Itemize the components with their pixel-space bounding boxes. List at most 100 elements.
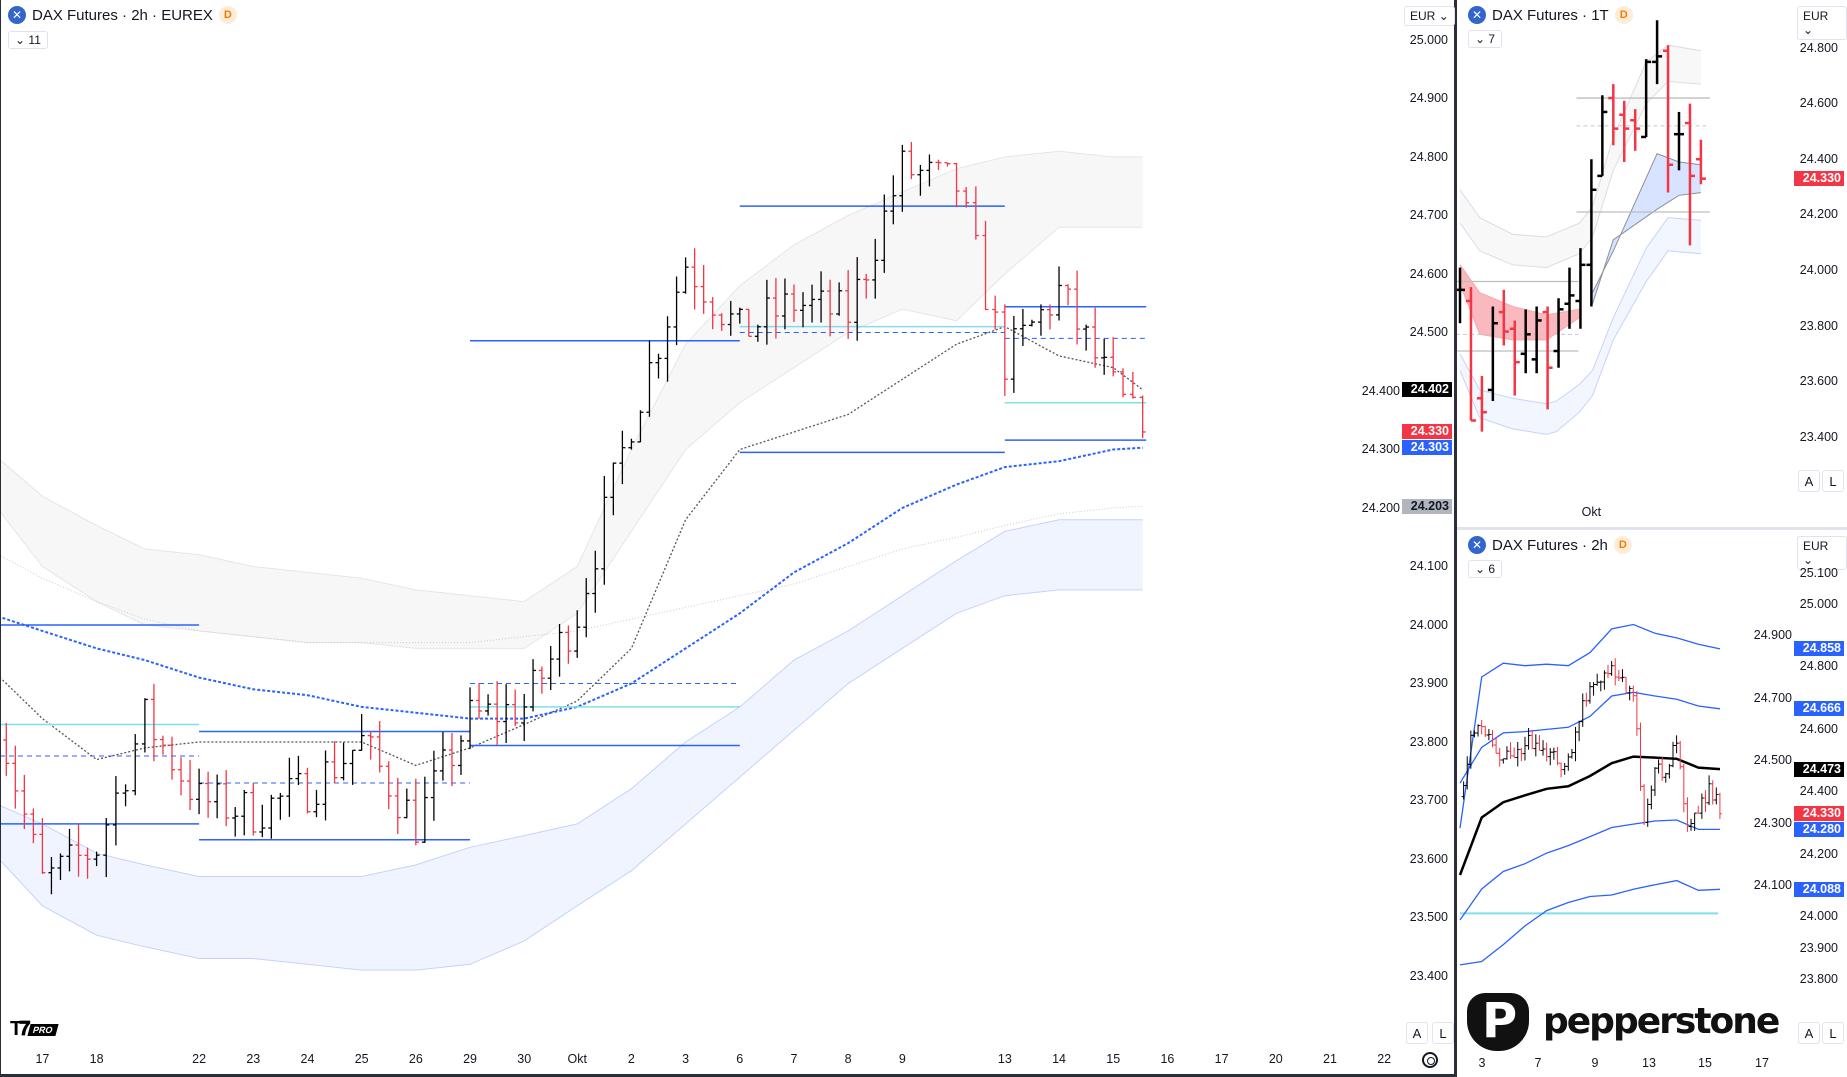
- time-axis-tick: Okt: [1581, 505, 1602, 519]
- left-border: [0, 0, 1, 1077]
- channel-lower-1: [1459, 819, 1720, 921]
- time-axis-tick: 16: [1160, 1052, 1175, 1066]
- price-axis-tick: 23.400: [1799, 429, 1838, 444]
- panel-divider-horizontal[interactable]: [1457, 527, 1847, 530]
- log-scale-button[interactable]: L: [1432, 1022, 1454, 1044]
- channel-upper-2: [1459, 623, 1721, 829]
- price-axis-tick: 24.400: [1799, 151, 1838, 166]
- price-axis-tick: 23.600: [1409, 851, 1448, 866]
- price-axis-tick: 25.000: [1409, 32, 1448, 47]
- close-x-icon[interactable]: ✕: [1468, 6, 1486, 24]
- price-axis-tick: 24.700: [1753, 690, 1792, 705]
- log-scale-button[interactable]: L: [1822, 1022, 1844, 1044]
- price-label: 24.280: [1794, 822, 1844, 838]
- price-axis-tick: 24.300: [1753, 815, 1792, 830]
- price-label: 24.402: [1402, 382, 1452, 398]
- symbol-title[interactable]: DAX Futures · 1T: [1492, 6, 1609, 24]
- currency-select[interactable]: EUR ⌄: [1797, 536, 1847, 570]
- delayed-badge: D: [1614, 6, 1633, 24]
- auto-scale-button[interactable]: A: [1798, 1022, 1820, 1044]
- price-label: 24.330: [1794, 171, 1844, 187]
- price-label: 24.330: [1794, 806, 1844, 822]
- blue-moving-average: [0, 446, 1143, 720]
- time-axis-tick: 8: [844, 1052, 852, 1066]
- currency-label: EUR: [1410, 9, 1436, 23]
- indicators-toggle[interactable]: ⌄ 11: [8, 31, 48, 49]
- close-x-icon[interactable]: ✕: [8, 6, 26, 24]
- log-scale-button[interactable]: L: [1822, 470, 1844, 492]
- time-axis-tick: 18: [89, 1052, 104, 1066]
- price-axis-tick: 23.800: [1409, 734, 1448, 749]
- blue-cloud-bottom: [1592, 192, 1701, 304]
- time-axis-tick: 2: [627, 1052, 635, 1066]
- daily-legend[interactable]: ✕ DAX Futures · 1T D: [1468, 6, 1633, 24]
- two-hour-legend[interactable]: ✕ DAX Futures · 2h D: [1468, 536, 1632, 554]
- time-axis-tick: 24: [300, 1052, 315, 1066]
- currency-select[interactable]: EUR ⌄: [1404, 6, 1455, 26]
- close-x-icon[interactable]: ✕: [1468, 536, 1486, 554]
- indicators-toggle[interactable]: ⌄ 6: [1468, 560, 1503, 578]
- daily-plot[interactable]: [1455, 20, 1710, 435]
- price-axis-tick: 23.400: [1409, 968, 1448, 983]
- time-axis-tick: 13: [997, 1052, 1012, 1066]
- lower-band-bottom: [1459, 250, 1701, 435]
- panel-divider-vertical[interactable]: [1454, 0, 1457, 1077]
- price-axis-tick: 24.900: [1753, 628, 1792, 643]
- price-axis-tick: 24.700: [1409, 208, 1448, 222]
- chevron-down-icon: ⌄: [15, 33, 26, 47]
- price-axis-tick: 24.400: [1361, 383, 1400, 398]
- time-axis-tick: 14: [1052, 1052, 1066, 1066]
- currency-select[interactable]: EUR ⌄: [1797, 6, 1847, 40]
- indicators-count: 7: [1488, 32, 1496, 46]
- time-axis-tick: 30: [517, 1052, 532, 1066]
- chevron-down-icon: ⌄: [1803, 553, 1814, 567]
- symbol-title[interactable]: DAX Futures · 2h · EUREX: [32, 6, 213, 24]
- settings-gear-icon[interactable]: [1422, 1052, 1438, 1068]
- auto-scale-button[interactable]: A: [1406, 1022, 1428, 1044]
- price-axis-tick: 23.800: [1799, 971, 1838, 986]
- price-axis-tick: 25.100: [1799, 565, 1838, 580]
- upper-band-fill: [1460, 45, 1701, 268]
- price-axis-tick: 23.500: [1409, 910, 1448, 924]
- time-axis-tick: 3: [682, 1052, 690, 1066]
- time-axis-tick: 22: [192, 1052, 207, 1066]
- time-axis-tick: 23: [246, 1052, 261, 1066]
- main-legend[interactable]: ✕ DAX Futures · 2h · EUREX D: [8, 6, 237, 24]
- pepperstone-wordmark: pepperstone: [1543, 1001, 1780, 1042]
- time-axis-tick: 29: [463, 1052, 477, 1066]
- price-axis-tick: 23.900: [1799, 940, 1838, 955]
- pepperstone-p-icon: [1467, 993, 1529, 1051]
- currency-label: EUR: [1803, 9, 1829, 23]
- price-axis-tick: 23.800: [1799, 318, 1838, 333]
- time-axis-tick: 15: [1106, 1052, 1121, 1066]
- time-axis-tick: 26: [408, 1052, 423, 1066]
- blue-cloud-top: [1592, 152, 1701, 293]
- price-axis-tick: 24.600: [1409, 266, 1448, 281]
- lower-band-fill: [0, 519, 1143, 971]
- time-axis-tick: 6: [736, 1052, 744, 1066]
- price-axis-tick: 24.200: [1361, 500, 1400, 515]
- channel-lower-2: [1459, 879, 1721, 966]
- time-axis-tick: 20: [1268, 1052, 1283, 1066]
- two-hour-plot[interactable]: [1458, 623, 1722, 966]
- main-plot[interactable]: [0, 141, 1147, 971]
- price-axis-tick: 24.200: [1799, 846, 1838, 861]
- delayed-badge: D: [218, 6, 237, 24]
- time-axis-tick: 13: [1642, 1056, 1656, 1070]
- time-axis-tick: 22: [1377, 1052, 1392, 1066]
- time-axis-tick: Okt: [567, 1052, 587, 1066]
- tradingview-logo[interactable]: T𝟕 PRO: [10, 1018, 59, 1041]
- bottom-border: [0, 1074, 1457, 1077]
- chevron-down-icon: ⌄: [1475, 562, 1486, 576]
- upper-band-bottom: [1459, 80, 1701, 269]
- auto-scale-button[interactable]: A: [1798, 470, 1820, 492]
- indicators-toggle[interactable]: ⌄ 7: [1468, 30, 1503, 48]
- pro-tier-badge: PRO: [27, 1023, 59, 1036]
- symbol-title[interactable]: DAX Futures · 2h: [1492, 536, 1608, 554]
- time-axis-tick: 3: [1478, 1056, 1486, 1070]
- blue-cloud-fill: [1592, 153, 1701, 304]
- price-axis-tick: 24.000: [1799, 262, 1838, 277]
- red-cloud-fill: [1460, 264, 1580, 340]
- lower-band-top: [0, 519, 1143, 877]
